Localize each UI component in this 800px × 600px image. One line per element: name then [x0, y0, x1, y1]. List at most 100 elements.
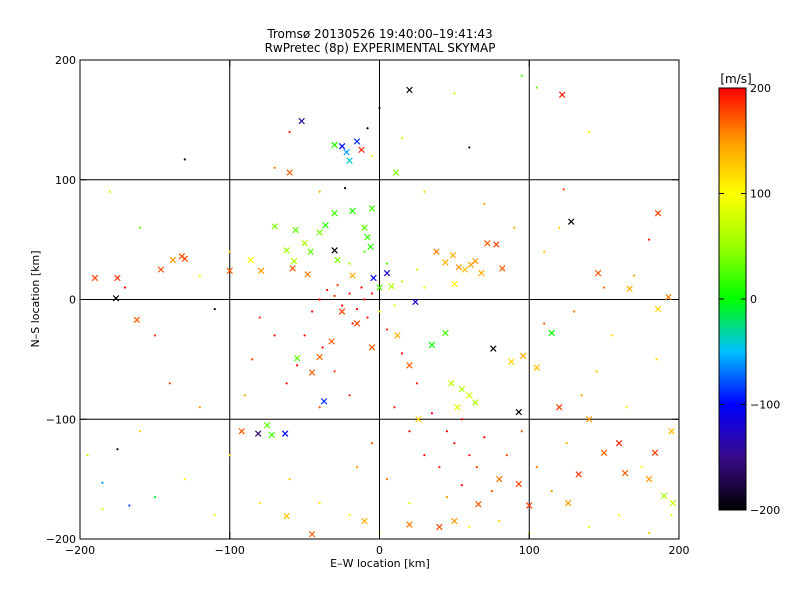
data-point-x — [484, 239, 491, 247]
data-point-x — [358, 146, 365, 154]
data-point-x — [594, 269, 602, 277]
data-point-x — [615, 439, 623, 447]
data-point-x — [448, 380, 455, 387]
data-point-x — [271, 223, 278, 230]
data-point-dot — [348, 394, 351, 397]
y-tick-label: 0 — [69, 294, 76, 307]
data-point-dot — [460, 484, 463, 487]
data-point-x — [394, 332, 401, 339]
data-point-x — [293, 354, 301, 362]
data-point-x — [353, 138, 361, 145]
data-point-dot — [378, 310, 381, 313]
data-point-dot — [333, 294, 336, 298]
data-point-x — [316, 353, 323, 361]
data-point-dot — [123, 286, 127, 289]
data-point-dot — [258, 501, 261, 505]
data-point-x — [112, 295, 120, 302]
data-point-dot — [618, 513, 621, 517]
data-point-dot — [370, 292, 374, 295]
data-point-dot — [101, 481, 104, 484]
data-point-dot — [348, 262, 351, 265]
data-point-x — [349, 272, 356, 279]
data-point-dot — [363, 250, 366, 253]
data-point-dot — [360, 286, 363, 289]
data-point-x — [307, 248, 314, 255]
data-point-x — [451, 517, 458, 525]
data-point-x — [668, 428, 675, 435]
data-point-dot — [351, 322, 354, 325]
data-point-x — [370, 274, 377, 282]
x-tick-label: −200 — [65, 544, 95, 557]
data-point-x — [322, 222, 329, 229]
x-tick-label: 200 — [669, 544, 690, 557]
data-point-dot — [348, 513, 351, 517]
data-point-dot — [423, 190, 426, 193]
data-point-x — [353, 320, 361, 327]
data-point-dot — [453, 442, 456, 445]
data-point-dot — [243, 394, 246, 397]
data-point-dot — [340, 304, 344, 307]
data-point-x — [412, 298, 419, 306]
data-point-x — [428, 341, 436, 349]
data-point-dot — [400, 136, 404, 139]
data-point-x — [406, 362, 413, 369]
data-point-dot — [393, 304, 396, 307]
data-point-dot — [370, 154, 374, 157]
data-point-dot — [288, 478, 291, 481]
data-point-x — [368, 344, 376, 351]
data-point-dot — [595, 370, 598, 373]
data-point-dot — [108, 190, 112, 193]
data-point-dot — [378, 106, 381, 109]
data-point-dot — [321, 346, 324, 349]
x-axis-label: E–W location [km] — [330, 557, 430, 570]
data-point-x — [406, 86, 413, 94]
data-point-dot — [423, 454, 426, 457]
data-point-dot — [128, 504, 131, 507]
data-point-dot — [655, 358, 658, 361]
grid-lines — [80, 60, 679, 539]
data-point-dot — [453, 92, 456, 95]
data-point-dot — [543, 250, 546, 253]
data-point-x — [449, 251, 457, 259]
data-point-x — [415, 416, 422, 423]
data-point-dot — [535, 466, 538, 469]
data-point-x — [585, 416, 593, 423]
chart-title: Tromsø 20130526 19:40:00–19:41:43 — [266, 27, 492, 41]
data-point-x — [338, 142, 346, 150]
data-point-x — [367, 243, 374, 251]
y-axis-label: N–S location [km] — [29, 250, 42, 347]
x-tick-label: 100 — [519, 544, 540, 557]
data-point-dot — [116, 448, 119, 451]
data-point-dot — [603, 286, 606, 289]
data-point-dot — [333, 370, 336, 373]
data-point-dot — [228, 250, 231, 253]
data-point-dot — [468, 454, 471, 457]
data-point-dot — [408, 501, 411, 505]
data-point-x — [361, 517, 368, 525]
data-point-dot — [198, 406, 201, 409]
data-point-dot — [355, 466, 359, 469]
data-point-x — [442, 329, 449, 337]
data-point-x — [454, 404, 461, 411]
data-point-x — [520, 352, 527, 360]
data-point-x — [564, 499, 572, 507]
data-point-dot — [251, 358, 254, 361]
x-tick-label: −100 — [215, 544, 245, 557]
colorbar-tick-label: 100 — [750, 188, 771, 201]
y-tick-label: 200 — [55, 54, 76, 67]
data-point-x — [334, 256, 341, 264]
data-point-dot — [483, 202, 486, 205]
data-point-dot — [543, 322, 546, 325]
data-point-x — [368, 205, 376, 212]
data-point-dot — [438, 466, 441, 469]
data-point-x — [455, 263, 463, 271]
data-point-x — [254, 430, 262, 437]
data-point-dot — [366, 316, 369, 319]
colorbar-ticks: 200 100 0 −100 −200 — [719, 82, 780, 517]
data-point-dot — [273, 166, 276, 169]
data-point-dot — [366, 127, 369, 130]
data-point-x — [304, 271, 311, 278]
data-point-x — [645, 475, 653, 483]
data-point-x — [600, 449, 608, 457]
data-point-x — [169, 256, 177, 264]
